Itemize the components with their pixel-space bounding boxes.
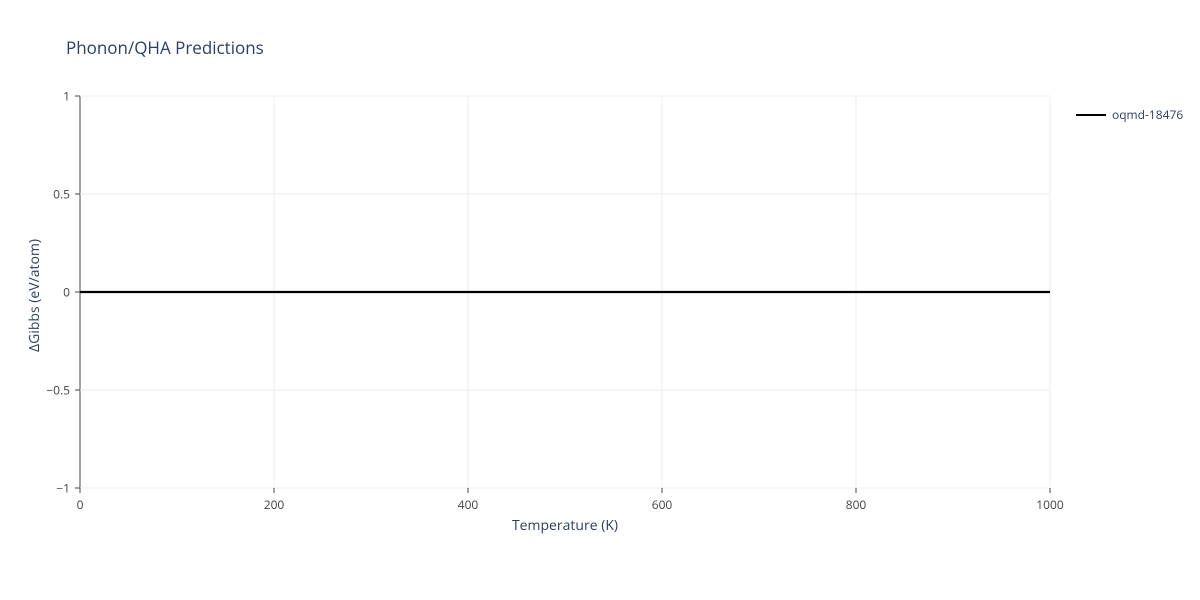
chart-container: Phonon/QHA Predictions Temperature (K) Δ… [0, 0, 1200, 600]
y-tick-label: 0 [38, 284, 70, 301]
legend-swatch [1076, 114, 1106, 116]
legend[interactable]: oqmd-18476 [1076, 106, 1183, 123]
x-tick-label: 200 [264, 496, 285, 513]
x-tick-label: 800 [846, 496, 867, 513]
y-tick-label: −1 [38, 480, 70, 497]
x-tick-label: 0 [77, 496, 84, 513]
y-tick-label: 1 [38, 88, 70, 105]
x-axis-label: Temperature (K) [505, 516, 625, 535]
x-tick-label: 1000 [1036, 496, 1063, 513]
x-tick-label: 400 [458, 496, 479, 513]
y-tick-label: 0.5 [38, 186, 70, 203]
x-tick-label: 600 [652, 496, 673, 513]
legend-series-label: oqmd-18476 [1112, 106, 1183, 123]
y-tick-label: −0.5 [38, 382, 70, 399]
plot-area [0, 0, 1200, 600]
